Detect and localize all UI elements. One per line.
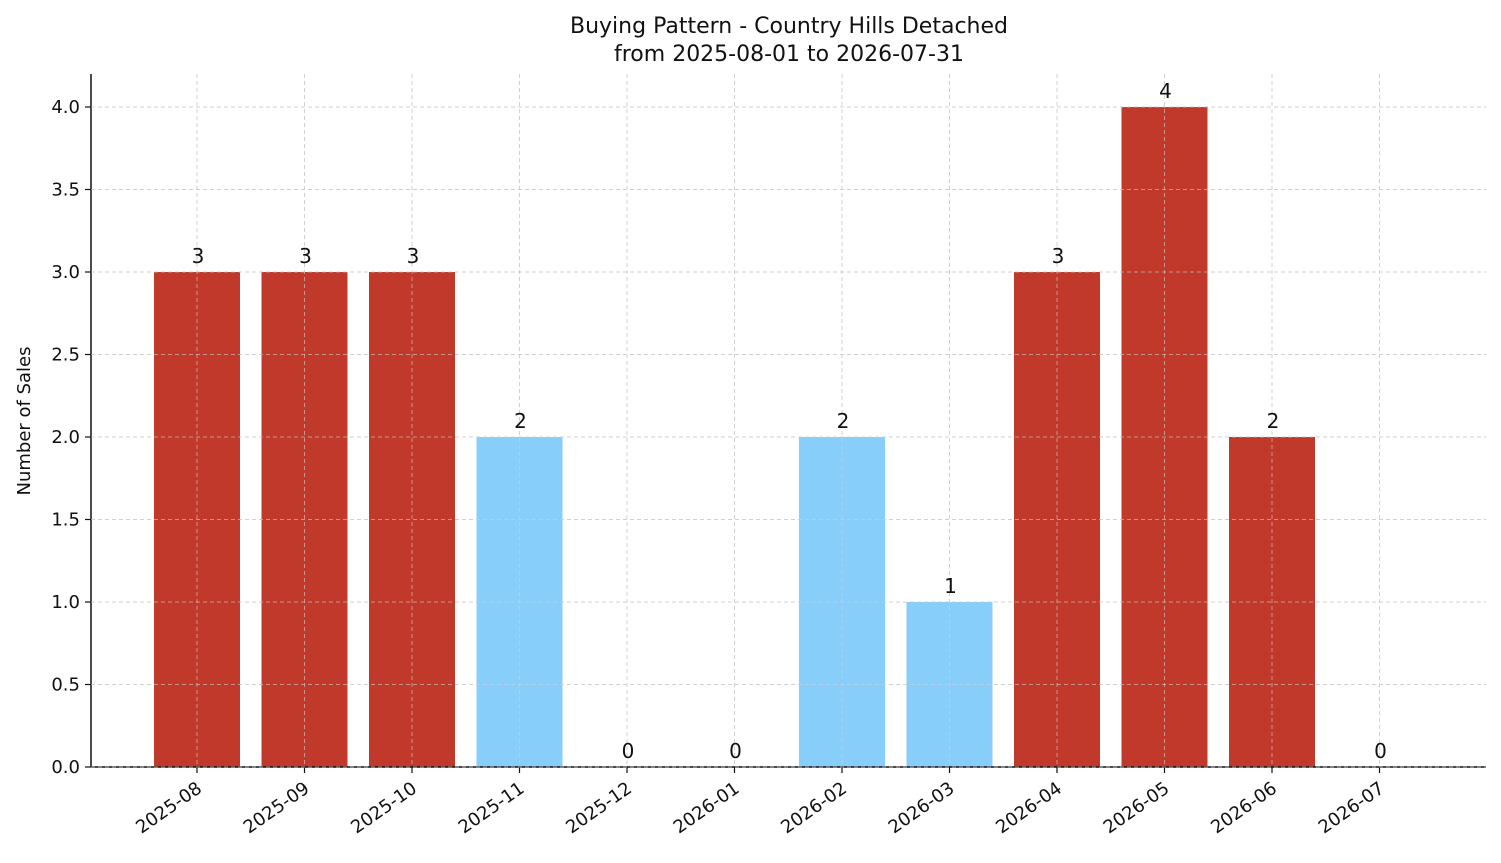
bar-value-label: 4 [1159, 79, 1172, 103]
x-tick-label: 2025-10 [347, 778, 421, 838]
y-axis-label: Number of Sales [14, 346, 35, 495]
x-tick-label: 2026-06 [1207, 778, 1281, 838]
x-tick-label: 2026-02 [777, 778, 851, 838]
chart-subtitle: from 2025-08-01 to 2026-07-31 [614, 42, 964, 67]
bar-value-label: 0 [1374, 739, 1387, 763]
chart-title: Buying Pattern - Country Hills Detached [570, 14, 1008, 39]
x-tick-label: 2025-11 [455, 778, 529, 838]
y-tick-label: 0.0 [51, 757, 80, 778]
x-tick-label: 2025-08 [132, 778, 206, 838]
y-tick-label: 3.0 [51, 262, 80, 283]
bar-value-label: 3 [192, 244, 205, 268]
bar-value-label: 2 [837, 409, 850, 433]
x-tick-label: 2026-03 [885, 778, 959, 838]
y-tick-label: 1.0 [51, 592, 80, 613]
x-tick-label: 2026-07 [1315, 778, 1389, 838]
x-tick-label: 2025-12 [562, 778, 636, 838]
bar-value-label: 0 [622, 739, 635, 763]
x-tick-label: 2026-05 [1100, 778, 1174, 838]
bar-value-label: 2 [1267, 409, 1280, 433]
y-tick-label: 2.0 [51, 427, 80, 448]
x-tick-label: 2025-09 [240, 778, 314, 838]
y-tick-label: 3.5 [51, 180, 80, 201]
y-tick-label: 0.5 [51, 675, 80, 696]
bar-value-label: 2 [514, 409, 527, 433]
y-tick-label: 2.5 [51, 345, 80, 366]
y-tick-label: 4.0 [51, 97, 80, 118]
y-tick-label: 1.5 [51, 510, 80, 531]
bar-value-label: 3 [299, 244, 312, 268]
bar-value-label: 0 [729, 739, 742, 763]
labels-layer: 3 3 3 2 0 0 2 1 3 4 2 0 [91, 74, 1486, 768]
bar-value-label: 3 [407, 244, 420, 268]
bar-value-label: 1 [944, 574, 957, 598]
x-tick-label: 2026-04 [992, 778, 1066, 838]
bars-layer [154, 107, 1315, 767]
x-tick-label: 2026-01 [670, 778, 744, 838]
bar-value-label: 3 [1052, 244, 1065, 268]
